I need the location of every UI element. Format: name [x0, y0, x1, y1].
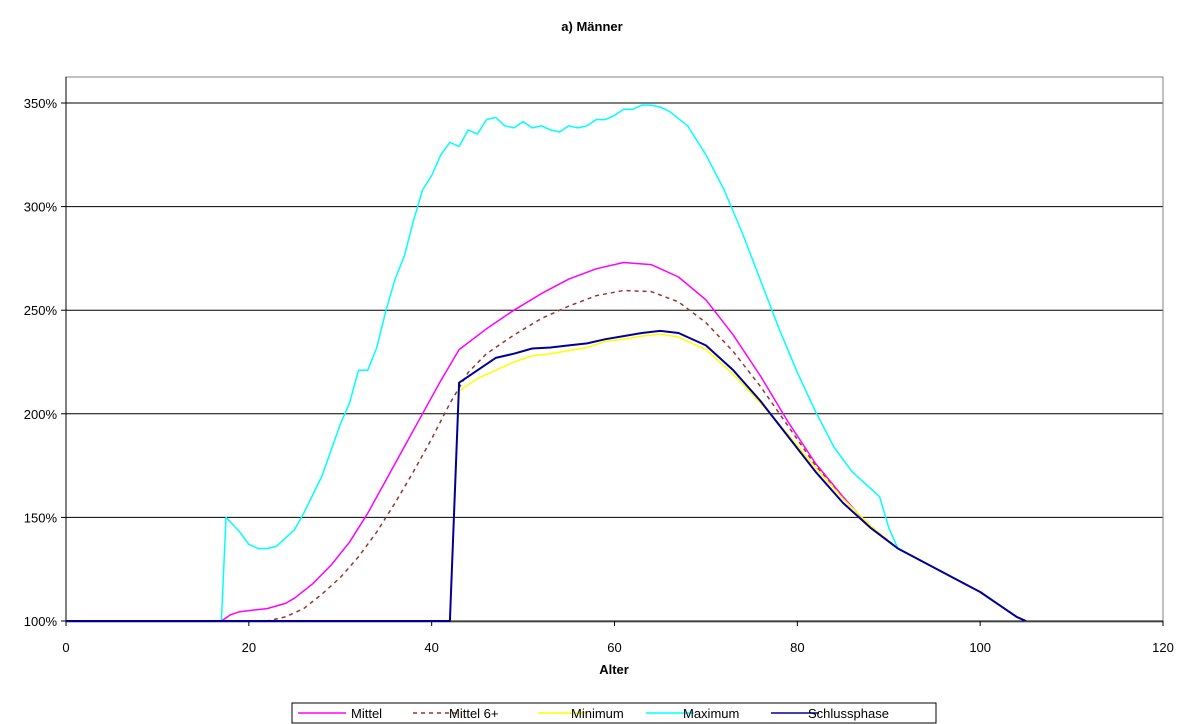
legend-label: Minimum — [571, 706, 624, 721]
x-tick-label: 0 — [62, 640, 69, 655]
y-tick-label: 350% — [24, 96, 58, 111]
legend-label: Mittel 6+ — [449, 706, 499, 721]
plot-area-border — [65, 76, 1164, 623]
y-tick-label: 250% — [24, 303, 58, 318]
series-line-minimum — [66, 333, 1027, 622]
legend-label: Schlussphase — [808, 706, 889, 721]
series-line-maximum — [66, 104, 1027, 622]
x-tick-label: 120 — [1152, 640, 1174, 655]
y-axis-ticks: 100% 150% 200% 250% 300% 350% — [24, 96, 66, 629]
chart-title: a) Männer — [561, 19, 622, 34]
series-line-mittel-6- — [66, 289, 1027, 622]
legend: Mittel Mittel 6+ Minimum Maximum Schlussphas… — [291, 702, 937, 724]
y-tick-label: 200% — [24, 407, 58, 422]
x-tick-label: 40 — [424, 640, 438, 655]
legend-label: Maximum — [683, 706, 739, 721]
x-tick-label: 100 — [969, 640, 991, 655]
x-tick-label: 60 — [607, 640, 621, 655]
y-tick-label: 300% — [24, 200, 58, 215]
x-axis-ticks: 0 20 40 60 80 100 120 — [62, 77, 1174, 655]
x-axis-title: Alter — [599, 662, 629, 677]
legend-label: Mittel — [351, 706, 382, 721]
y-tick-label: 150% — [24, 510, 58, 525]
series-line-schlussphase — [66, 329, 1027, 622]
grid-lines — [66, 102, 1163, 518]
y-tick-label: 100% — [24, 614, 58, 629]
legend-box — [291, 702, 937, 724]
x-tick-label: 20 — [242, 640, 256, 655]
x-tick-label: 80 — [790, 640, 804, 655]
series-lines — [66, 104, 1027, 622]
